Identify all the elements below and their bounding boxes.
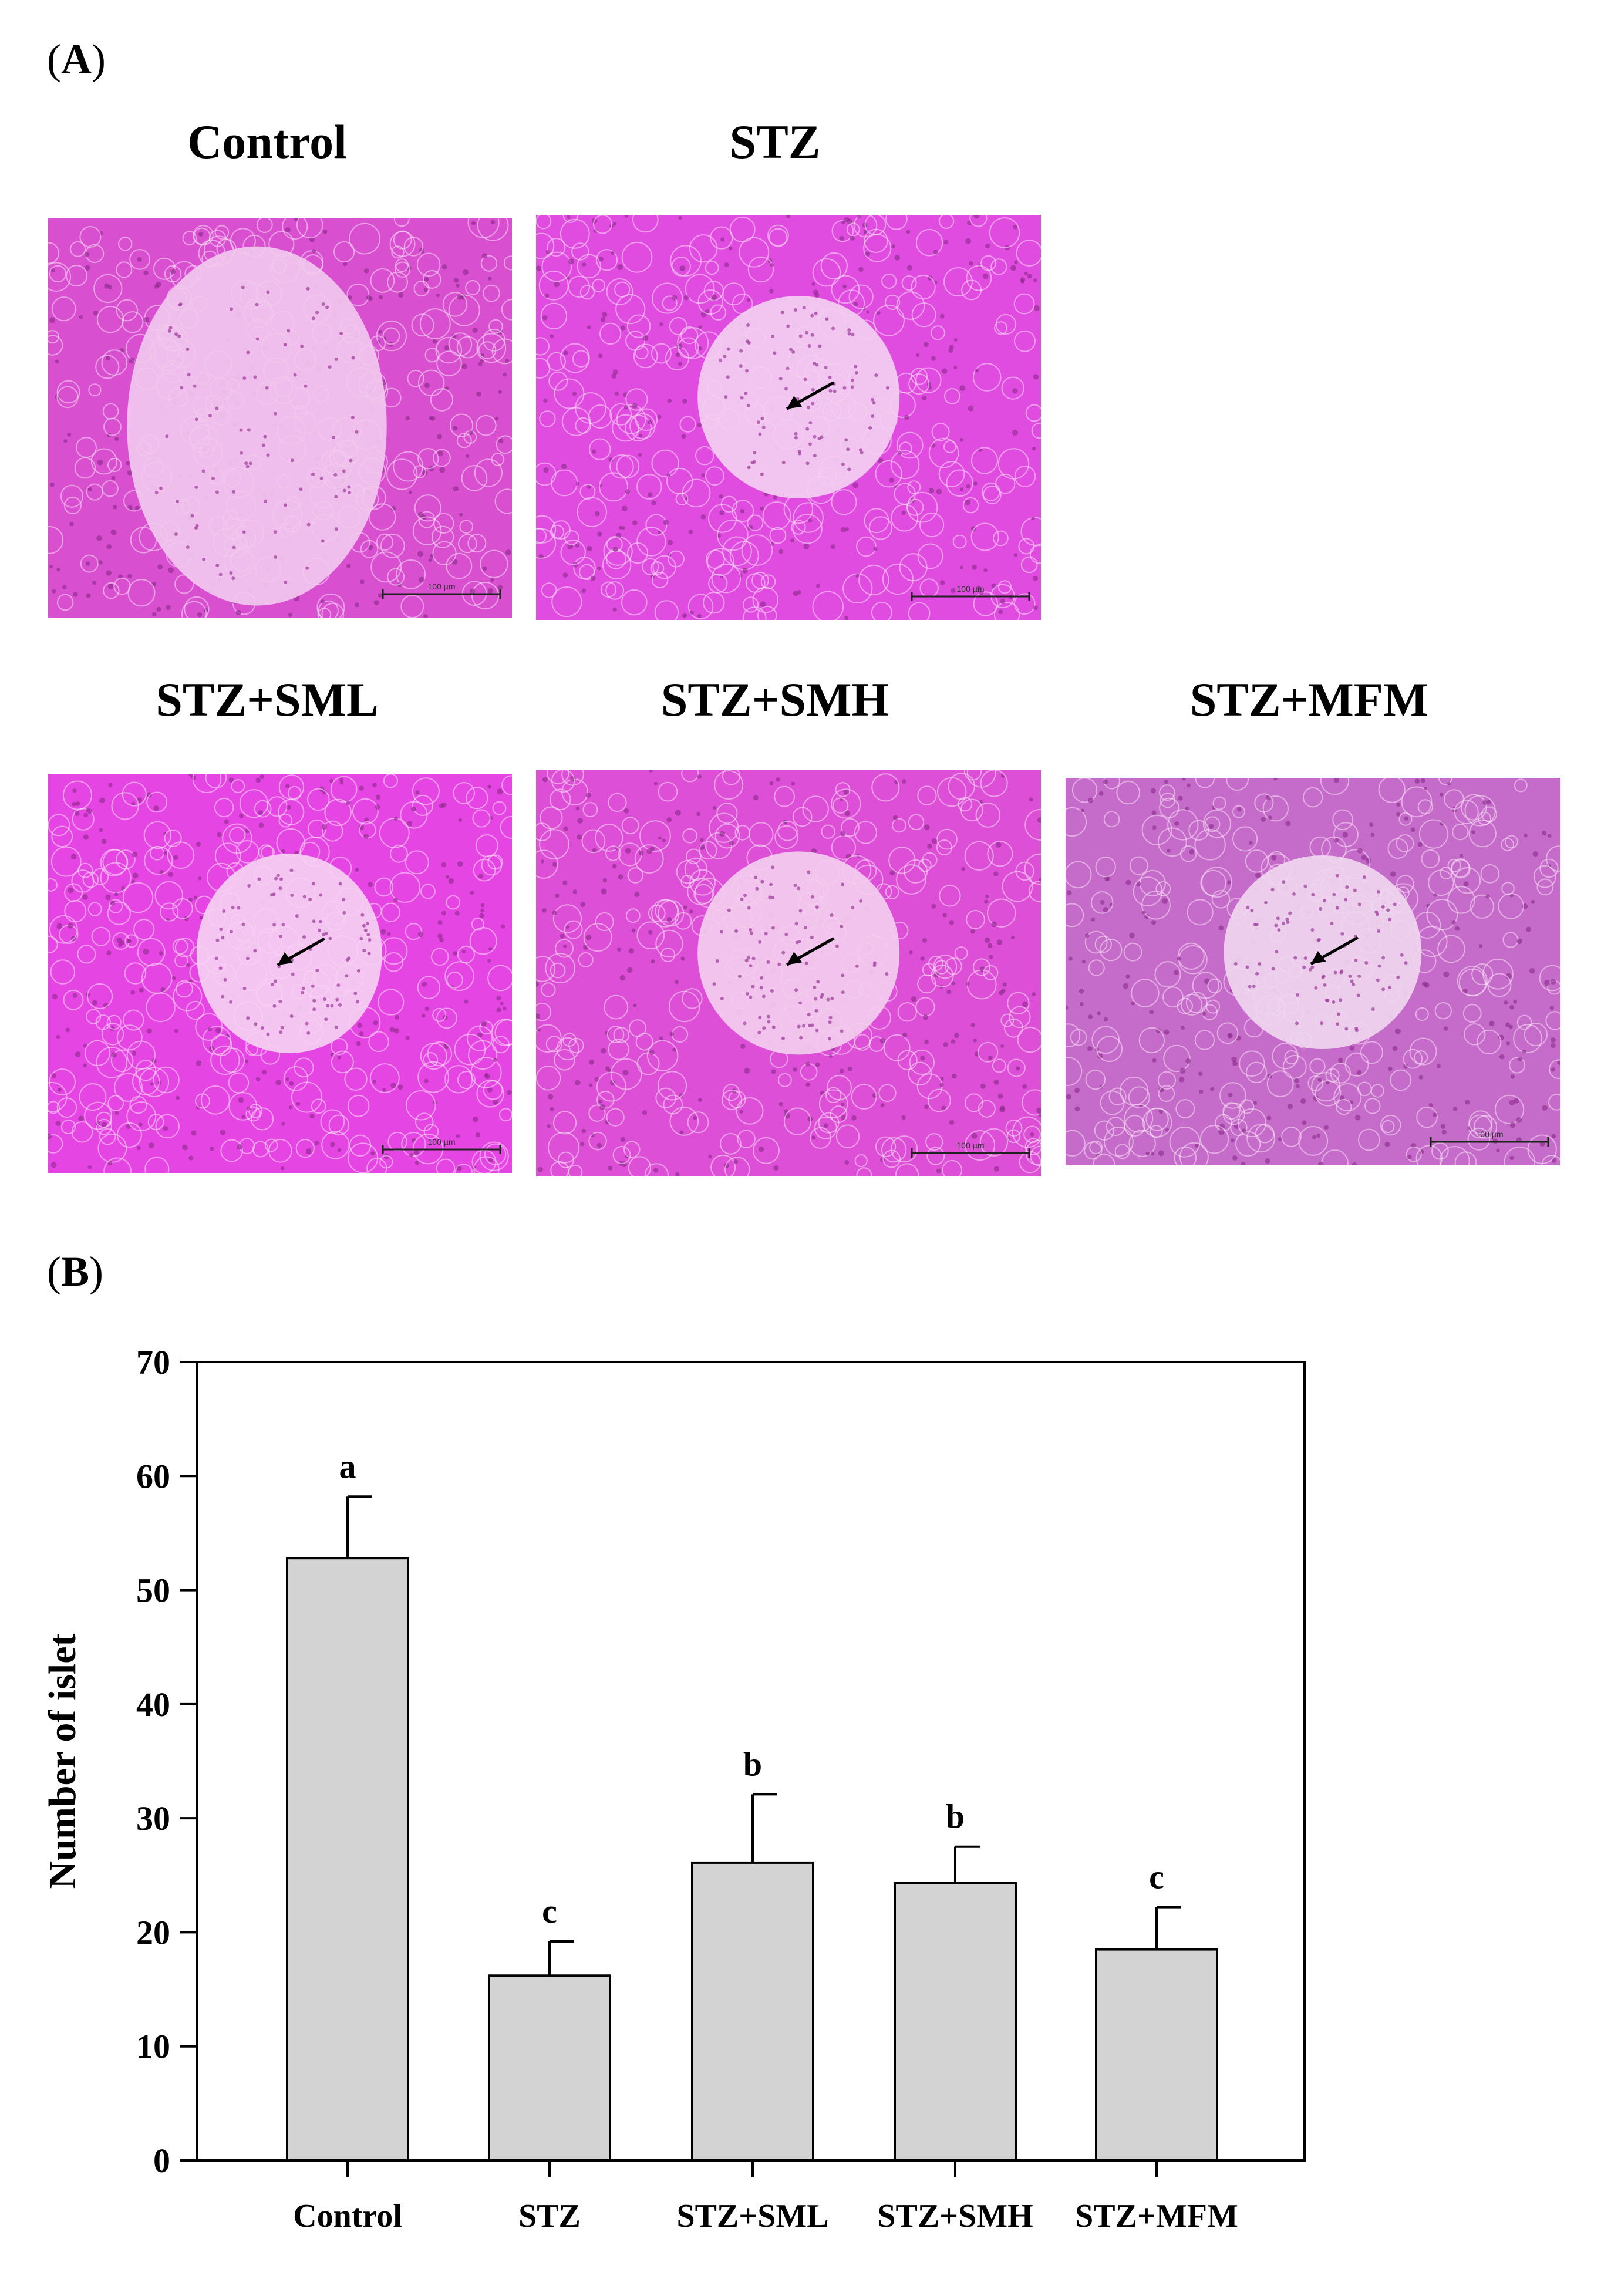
scale-bar-label: 100 µm [428, 1137, 456, 1147]
micrograph-title-stz-mfm: STZ+MFM [1189, 673, 1429, 726]
scale-bar-label: 100 µm [1476, 1130, 1504, 1139]
significance-label: b [946, 1798, 965, 1836]
islet [697, 296, 900, 498]
islet-nuclei [1233, 874, 1408, 1033]
arrow-icon [277, 937, 326, 967]
islet-nuclei [214, 868, 372, 1036]
bar-chart: 0 10 20 30 40 50 60 70 Number of islet a Control c S… [41, 1343, 1306, 2234]
panel-a-close: ) [91, 36, 106, 83]
scale-bar: 100 µm [382, 582, 501, 599]
panel-a-label: (A) [47, 35, 106, 84]
micrograph-title-stz-sml: STZ+SML [156, 673, 379, 726]
acinar-cells [536, 215, 1041, 620]
micrograph-image: 100 µm [48, 774, 512, 1173]
significance-label: a [339, 1447, 356, 1485]
islet-nuclei [719, 306, 889, 476]
significance-label: c [542, 1892, 557, 1930]
y-axis-label: Number of islet [41, 1633, 84, 1889]
islet-nuclei [154, 286, 359, 584]
x-tick-label: STZ+MFM [1075, 2198, 1238, 2234]
bar [488, 1974, 611, 2162]
bar [691, 1861, 814, 2162]
x-tick-label: STZ+SMH [877, 2198, 1033, 2234]
arrow-icon [786, 937, 835, 966]
micrograph-image: 100 µm [48, 218, 512, 618]
panel-a-letter: A [60, 36, 92, 83]
panel-b-letter: B [60, 1248, 90, 1295]
x-tick-label: STZ [518, 2198, 581, 2234]
arrow-icon [1310, 936, 1359, 966]
panel-a-open: ( [47, 36, 61, 83]
arrow-icon [786, 381, 835, 410]
islet [1224, 855, 1422, 1049]
x-tick-label: Control [293, 2198, 402, 2234]
scale-bar-label: 100 µm [428, 582, 456, 591]
significance-label: b [743, 1745, 762, 1783]
x-tick-label: STZ+SML [676, 2198, 828, 2234]
micrograph-stz-mfm: 100 µm [1066, 778, 1560, 1165]
panel-b-close: ) [89, 1248, 103, 1295]
scale-bar: 100 µm [382, 1137, 501, 1154]
micrograph-stz-sml: 100 µm [48, 774, 512, 1173]
y-tick-label: 20 [136, 1913, 170, 1951]
micrograph-image: 100 µm [536, 770, 1041, 1176]
y-tick-label: 0 [153, 2142, 170, 2180]
micrograph-stz: 100 µm [536, 215, 1041, 620]
micrograph-title-control: Control [187, 115, 347, 168]
panel-b-label: (B) [47, 1248, 103, 1296]
micrograph-control: 100 µm [48, 218, 512, 618]
islet [127, 246, 387, 606]
significance-label: c [1149, 1858, 1164, 1896]
bar [894, 1882, 1017, 2162]
y-tick-label: 60 [136, 1457, 170, 1495]
bar [1095, 1948, 1218, 2162]
scale-bar: 100 µm [911, 584, 1030, 601]
micrograph-stz-smh: 100 µm [536, 770, 1041, 1176]
micrograph-image: 100 µm [1066, 778, 1560, 1165]
scale-bar-label: 100 µm [957, 1141, 985, 1150]
panel-b-open: ( [47, 1248, 61, 1295]
scale-bar-label: 100 µm [957, 584, 985, 594]
islet-nuclei [712, 865, 889, 1041]
y-tick-label: 70 [136, 1343, 170, 1381]
scale-bar: 100 µm [911, 1141, 1030, 1158]
y-tick-label: 30 [136, 1799, 170, 1838]
y-tick-label: 10 [136, 2028, 170, 2066]
micrograph-title-stz-smh: STZ+SMH [660, 673, 889, 726]
micrograph-title-stz: STZ [729, 115, 821, 168]
scale-bar: 100 µm [1430, 1130, 1549, 1147]
islet [697, 851, 900, 1055]
y-tick-label: 50 [136, 1572, 170, 1610]
micrograph-image: 100 µm [536, 215, 1041, 620]
islet [196, 854, 382, 1053]
bar [286, 1557, 409, 2162]
y-tick-label: 40 [136, 1685, 170, 1724]
